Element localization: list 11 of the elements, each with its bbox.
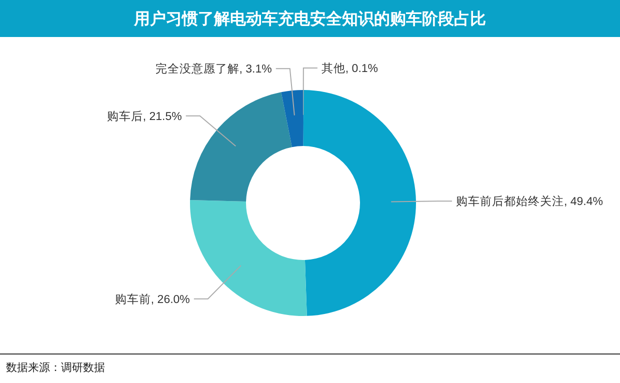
chart-title: 用户习惯了解电动车充电安全知识的购车阶段占比 <box>133 9 486 28</box>
donut-slice <box>303 90 416 316</box>
slice-label: 完全没意愿了解, 3.1% <box>155 62 272 76</box>
slice-label: 购车前, 26.0% <box>114 292 190 306</box>
slice-label: 其他, 0.1% <box>321 62 378 75</box>
source-note: 数据来源：调研数据 <box>6 361 105 374</box>
donut-slice <box>190 92 292 202</box>
donut-slice <box>281 90 303 148</box>
donut-slice <box>190 200 307 316</box>
slice-label: 购车后, 21.5% <box>106 108 182 123</box>
slice-label: 购车前后都始终关注, 49.4% <box>456 194 603 208</box>
